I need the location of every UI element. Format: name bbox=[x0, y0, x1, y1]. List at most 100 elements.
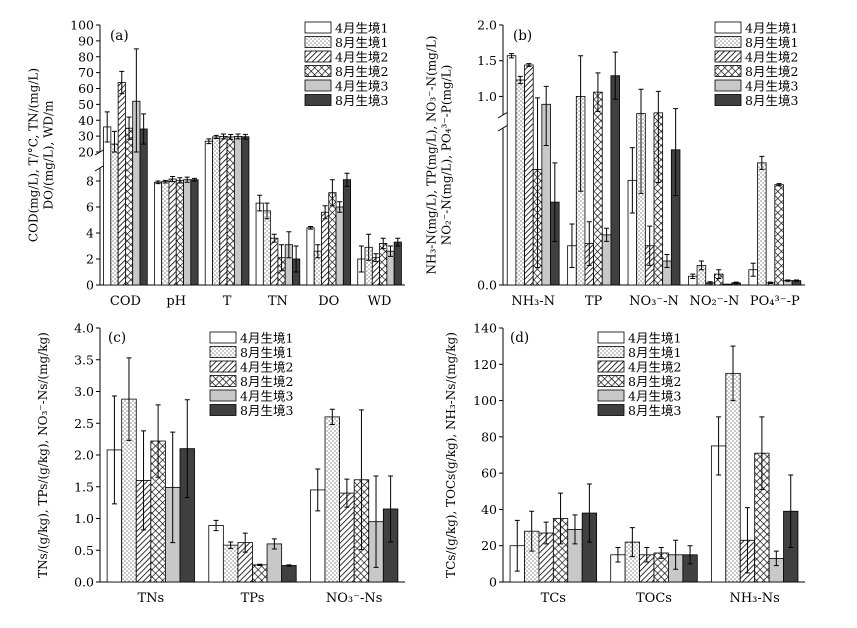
errorbar-a-0-3 bbox=[126, 116, 132, 140]
errorbar-a-0-5 bbox=[141, 113, 147, 145]
y-tick-label: 0 bbox=[489, 575, 497, 590]
errorbar-d-1-3 bbox=[658, 547, 664, 559]
x-category-label: NO₃⁻-Ns bbox=[326, 591, 383, 606]
errorbar-d-0-4 bbox=[572, 514, 578, 545]
legend-swatch bbox=[714, 21, 742, 34]
y-tick-label: 100 bbox=[473, 393, 497, 408]
y-tick-label: 20 bbox=[481, 538, 497, 553]
bar-b-1-4 bbox=[601, 234, 612, 286]
errorbar-b-3-2 bbox=[707, 281, 713, 285]
y-tick-label: 90 bbox=[78, 33, 94, 48]
errorbar-d-1-2 bbox=[644, 547, 650, 563]
errorbar-a-2-0 bbox=[206, 138, 212, 145]
y-tick-label: 100 bbox=[70, 18, 94, 33]
errorbar-d-2-5 bbox=[788, 474, 794, 549]
errorbar-b-1-3 bbox=[595, 72, 601, 112]
legend-swatch bbox=[304, 94, 332, 106]
y-axis-label: DO/(mg/L), WD/m bbox=[42, 100, 56, 210]
legend-swatch bbox=[304, 79, 332, 92]
y-axis-label: TNs/(g/kg), TPs/(g/kg), NO₃⁻-Ns/(mg/kg) bbox=[36, 332, 50, 578]
errorbar-b-2-3 bbox=[655, 90, 661, 184]
errorbar-b-3-5 bbox=[733, 281, 739, 284]
bar-a-5-3 bbox=[379, 242, 388, 286]
bar-a-4-5 bbox=[342, 179, 352, 286]
y-axis-label: COD(mg/L), T/°C, TN/(mg/L) bbox=[27, 68, 41, 242]
errorbar-b-1-0 bbox=[569, 223, 575, 269]
errorbar-d-2-0 bbox=[716, 416, 722, 476]
y-tick-label: 0.5 bbox=[74, 543, 94, 558]
errorbar-c-0-3 bbox=[155, 404, 161, 478]
bar-a-2-3 bbox=[226, 136, 235, 286]
y-tick-label: 40 bbox=[481, 502, 497, 517]
errorbar-c-2-1 bbox=[329, 408, 335, 426]
bar-a-2-0 bbox=[204, 140, 213, 286]
x-category-label: TOCs bbox=[636, 591, 672, 606]
legend-label: 8月生境2 bbox=[240, 374, 293, 389]
bar-b-4-1 bbox=[757, 162, 767, 286]
errorbar-b-2-1 bbox=[638, 88, 644, 194]
y-tick-label: 2.5 bbox=[74, 416, 94, 431]
x-category-label: TP bbox=[585, 294, 603, 309]
legend-label: 4月生境2 bbox=[745, 50, 798, 65]
bar-a-1-1 bbox=[161, 181, 170, 286]
errorbar-b-1-5 bbox=[612, 51, 618, 100]
legend-swatch bbox=[304, 36, 332, 48]
errorbar-a-3-0 bbox=[257, 194, 263, 212]
bar-a-4-3 bbox=[328, 192, 337, 286]
legend-swatch bbox=[597, 346, 625, 358]
bar-a-0-0 bbox=[103, 126, 112, 286]
legend-label: 8月生境2 bbox=[745, 64, 798, 79]
errorbar-b-3-4 bbox=[724, 283, 730, 286]
y-tick-label: 60 bbox=[78, 81, 94, 96]
y-tick-label: 80 bbox=[78, 49, 94, 64]
legend-swatch bbox=[209, 331, 237, 344]
errorbar-a-1-2 bbox=[170, 175, 176, 183]
errorbar-c-0-1 bbox=[126, 357, 132, 441]
errorbar-a-5-3 bbox=[380, 237, 386, 250]
errorbar-d-2-2 bbox=[744, 507, 750, 574]
errorbar-b-4-1 bbox=[759, 155, 765, 170]
errorbar-c-0-5 bbox=[184, 399, 190, 499]
x-category-label: PO₄³⁻-P bbox=[750, 294, 800, 309]
bar-a-0-5 bbox=[139, 128, 148, 286]
errorbar-d-0-1 bbox=[529, 510, 535, 552]
legend-label: 8月生境1 bbox=[628, 345, 681, 360]
bar-a-1-0 bbox=[153, 181, 163, 286]
y-tick-label: 60 bbox=[481, 466, 497, 481]
errorbar-c-1-4 bbox=[271, 538, 277, 550]
y-tick-label: 50 bbox=[78, 97, 94, 112]
errorbar-a-2-5 bbox=[242, 133, 248, 140]
x-category-label: TNs bbox=[137, 591, 164, 606]
x-category-label: pH bbox=[166, 294, 186, 309]
bar-c-1-3 bbox=[252, 564, 268, 583]
errorbar-c-1-1 bbox=[228, 541, 234, 549]
errorbar-c-0-2 bbox=[141, 430, 147, 531]
y-tick-label: 1.0 bbox=[477, 89, 497, 104]
errorbar-d-2-1 bbox=[730, 345, 736, 402]
errorbar-c-1-3 bbox=[257, 563, 263, 566]
errorbar-d-1-0 bbox=[615, 547, 621, 563]
y-tick-label: 1.0 bbox=[74, 511, 94, 526]
bar-a-1-5 bbox=[190, 179, 199, 286]
legend-label: 4月生境3 bbox=[335, 79, 388, 94]
errorbar-d-1-5 bbox=[687, 545, 693, 565]
bar-d-2-1 bbox=[725, 372, 741, 583]
errorbar-b-0-4 bbox=[543, 85, 549, 146]
panel-label: (b) bbox=[513, 28, 532, 44]
y-tick-label: 70 bbox=[78, 65, 94, 80]
x-category-label: T bbox=[223, 294, 232, 309]
errorbar-a-5-2 bbox=[373, 253, 379, 263]
errorbar-a-2-2 bbox=[220, 133, 226, 140]
errorbar-a-3-1 bbox=[264, 202, 270, 220]
errorbar-a-4-4 bbox=[337, 201, 343, 213]
errorbar-a-5-5 bbox=[395, 237, 401, 247]
y-tick-label: 2 bbox=[86, 252, 94, 267]
errorbar-b-2-2 bbox=[647, 225, 653, 266]
y-tick-label: 8 bbox=[86, 174, 94, 189]
errorbar-c-2-0 bbox=[315, 468, 321, 512]
y-tick-label: 3.0 bbox=[74, 384, 94, 399]
bar-b-1-3 bbox=[593, 91, 603, 286]
errorbar-c-2-4 bbox=[373, 475, 379, 568]
bar-a-4-0 bbox=[306, 227, 315, 286]
